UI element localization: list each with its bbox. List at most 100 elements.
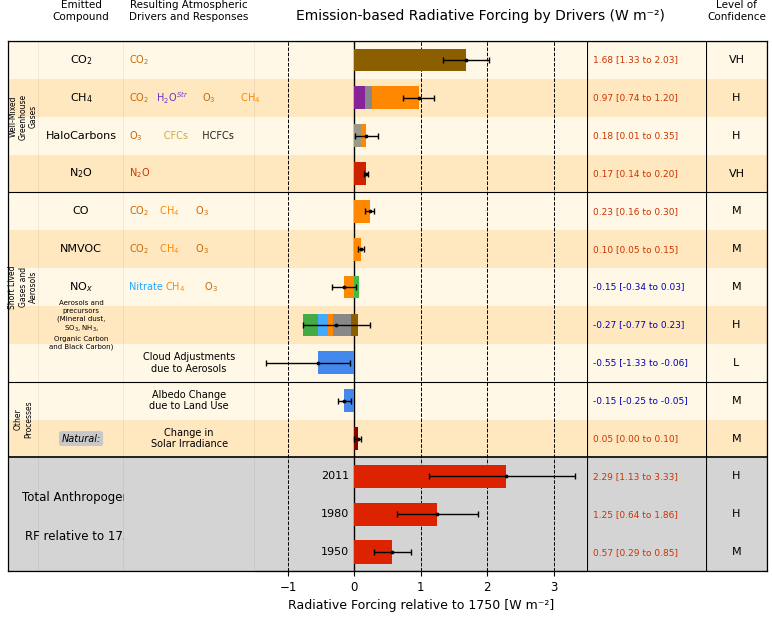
Bar	[706, 41, 767, 79]
Bar	[8, 344, 39, 382]
Bar	[371, 86, 418, 109]
Bar	[124, 192, 255, 230]
Text: NMVOC: NMVOC	[60, 244, 102, 254]
Bar	[124, 79, 255, 117]
Bar	[124, 306, 255, 344]
Text: H: H	[733, 131, 740, 141]
Bar	[344, 389, 354, 412]
Text: CO$_2$: CO$_2$	[129, 53, 149, 67]
Text: -0.15 [-0.25 to -0.05]: -0.15 [-0.25 to -0.05]	[593, 396, 687, 405]
Bar	[124, 457, 255, 571]
Bar	[706, 420, 767, 457]
Bar	[587, 117, 706, 155]
Bar	[587, 268, 706, 306]
Bar	[39, 230, 124, 268]
Text: CH$_4$: CH$_4$	[222, 91, 261, 105]
Bar	[8, 420, 39, 457]
Bar	[39, 192, 124, 230]
Bar	[255, 420, 587, 457]
Bar	[255, 306, 587, 344]
Text: HCFCs: HCFCs	[196, 131, 234, 141]
Text: CO: CO	[73, 206, 90, 216]
Text: Other
Processes: Other Processes	[13, 401, 33, 439]
Bar	[318, 351, 354, 374]
Text: CO$_2$: CO$_2$	[69, 53, 93, 67]
Bar	[354, 427, 357, 450]
Text: Albedo Change
due to Land Use: Albedo Change due to Land Use	[149, 390, 229, 411]
Bar	[706, 155, 767, 192]
Bar	[255, 382, 587, 420]
Bar	[365, 86, 371, 109]
Bar	[8, 457, 39, 571]
Text: Short Lived
Gases and
Aerosols: Short Lived Gases and Aerosols	[8, 266, 38, 309]
Text: M: M	[732, 433, 741, 444]
Bar	[344, 276, 354, 298]
Bar	[706, 306, 767, 344]
Bar	[354, 540, 392, 564]
Bar	[8, 117, 39, 155]
Text: -0.15 [-0.34 to 0.03]: -0.15 [-0.34 to 0.03]	[593, 283, 684, 292]
Text: 1.68 [1.33 to 2.03]: 1.68 [1.33 to 2.03]	[593, 56, 678, 64]
Bar	[8, 79, 39, 117]
Text: CFCs: CFCs	[145, 131, 188, 141]
Text: VH: VH	[729, 168, 744, 179]
Bar	[8, 155, 39, 192]
Text: H: H	[733, 320, 740, 330]
Bar	[587, 79, 706, 117]
Bar	[706, 382, 767, 420]
Bar	[255, 192, 587, 230]
Bar	[706, 457, 767, 571]
X-axis label: Radiative Forcing relative to 1750 [W m⁻²]: Radiative Forcing relative to 1750 [W m⁻…	[288, 599, 554, 612]
Bar	[255, 457, 587, 571]
Text: Natural:: Natural:	[62, 433, 100, 444]
Bar	[354, 200, 370, 223]
Text: VH: VH	[729, 55, 744, 65]
Bar	[8, 306, 39, 344]
Text: CO$_2$: CO$_2$	[129, 91, 149, 105]
Text: CH$_4$: CH$_4$	[69, 91, 93, 105]
Bar	[124, 117, 255, 155]
Bar	[255, 230, 587, 268]
Text: O$_3$: O$_3$	[186, 280, 218, 294]
Bar	[354, 276, 359, 298]
Bar	[587, 155, 706, 192]
Text: CH$_4$: CH$_4$	[165, 280, 185, 294]
Bar	[255, 117, 587, 155]
Bar	[8, 41, 39, 79]
Text: O$_3$: O$_3$	[186, 242, 209, 256]
Bar	[39, 117, 124, 155]
Text: Change in
Solar Irradiance: Change in Solar Irradiance	[151, 428, 228, 449]
Bar	[124, 268, 255, 306]
Bar	[587, 41, 706, 79]
Text: CO$_2$: CO$_2$	[129, 204, 149, 218]
Text: 0.05 [0.00 to 0.10]: 0.05 [0.00 to 0.10]	[593, 434, 678, 443]
Bar	[587, 192, 706, 230]
Bar	[8, 192, 39, 230]
Text: Emitted
Compound: Emitted Compound	[52, 1, 110, 22]
Text: Level of
Confidence: Level of Confidence	[707, 1, 766, 22]
Text: -0.27 [-0.77 to 0.23]: -0.27 [-0.77 to 0.23]	[593, 321, 684, 329]
Text: 0.10 [0.05 to 0.15]: 0.10 [0.05 to 0.15]	[593, 245, 678, 254]
Bar	[39, 344, 124, 382]
Bar	[39, 79, 124, 117]
Bar	[124, 155, 255, 192]
Bar	[39, 306, 124, 344]
Text: H$_2$O$^{Str}$: H$_2$O$^{Str}$	[150, 90, 188, 105]
Text: RF relative to 1750: RF relative to 1750	[25, 531, 137, 543]
Text: 1.25 [0.64 to 1.86]: 1.25 [0.64 to 1.86]	[593, 510, 678, 519]
Text: M: M	[732, 396, 741, 406]
Bar	[124, 382, 255, 420]
Bar	[706, 344, 767, 382]
Text: H: H	[733, 509, 740, 519]
Text: Emission-based Radiative Forcing by Drivers (W m⁻²): Emission-based Radiative Forcing by Driv…	[296, 9, 665, 23]
Bar	[587, 382, 706, 420]
Bar	[255, 155, 587, 192]
Bar	[354, 162, 366, 185]
Bar	[318, 314, 328, 336]
Text: -0.55 [-1.33 to -0.06]: -0.55 [-1.33 to -0.06]	[593, 358, 688, 367]
Bar	[39, 268, 124, 306]
Text: H: H	[733, 471, 740, 481]
Bar	[706, 268, 767, 306]
Bar	[587, 457, 706, 571]
Text: Aerosols and
precursors
(Mineral dust,
SO$_3$, NH$_3$,
Organic Carbon
and Black : Aerosols and precursors (Mineral dust, S…	[49, 300, 113, 350]
